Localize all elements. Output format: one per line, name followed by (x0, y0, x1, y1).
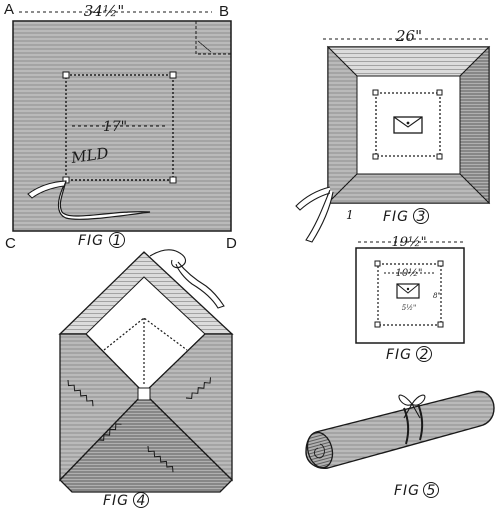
fig1-monogram: MLD (69, 144, 109, 167)
fig2-envelope-icon (396, 283, 420, 299)
fig5-number-circle (423, 482, 439, 498)
fig4-zigzag-right (185, 377, 212, 400)
fig1-napkin: 34½" A B C D 17" MLD FIG 1 (4, 1, 237, 252)
fig2-bottom-label: 5½" (402, 304, 416, 312)
fig4-ribbon (149, 249, 225, 309)
fig2-stitched-square (377, 263, 442, 326)
fig3-corner-br (436, 153, 443, 160)
fig1-corner-b: B (219, 3, 229, 20)
fig3-number: 3 (417, 209, 426, 225)
fig2-corner-tl (374, 260, 381, 267)
fig4-number: 4 (137, 493, 146, 509)
fig5-ribbon-band-1 (403, 407, 410, 445)
fig5-caption: FIG (394, 483, 420, 499)
fig1-inner-corner-br (169, 176, 177, 184)
fig1-inner-corner-tr (169, 71, 177, 79)
fig3-marker: 1 (346, 208, 354, 222)
fig2-number-circle (416, 346, 432, 362)
fig5-roll-end (306, 431, 334, 469)
fig1-number: 1 (113, 233, 122, 249)
fig1-inner-stitched-square (65, 74, 174, 181)
fig3-bevel-bottom (326, 173, 491, 204)
fig4-zigzag-bottom-right (147, 445, 174, 473)
fig1-width-label: 34½" (84, 2, 125, 20)
fig4-center-tab (137, 387, 151, 401)
fig3-ribbon (295, 186, 334, 243)
fig5-roll-spiral (313, 443, 325, 459)
fig2-outer-label: 19½" (391, 235, 426, 250)
fig5-ribbon-bow (398, 394, 426, 419)
fig4-zigzag-bottom-left (97, 423, 122, 441)
fig3-corner-bl (372, 153, 379, 160)
fig3-stitched-square (375, 92, 441, 157)
fig1-caption: FIG (78, 233, 104, 249)
fig4-zigzag-left (67, 379, 94, 407)
fig3-envelope-icon (393, 116, 423, 134)
fig1-corner-fold-mark (195, 21, 231, 55)
fig3-corner-tr (436, 89, 443, 96)
fig2-corner-br (437, 321, 444, 328)
fig3-width-label: 26" (395, 27, 422, 45)
fig5-ribbon-band-2 (417, 403, 424, 441)
fig5-roll-body (305, 390, 495, 469)
fig2-caption: FIG (386, 347, 412, 363)
fig2-corner-bl (374, 321, 381, 328)
fig4-stitch-line (103, 317, 188, 351)
fig1-corner-d: D (226, 235, 237, 252)
fig5-number: 5 (427, 483, 436, 499)
fig1-number-circle (109, 232, 125, 248)
fig2-number: 2 (420, 347, 429, 363)
fig5-rolled-napkin: FIG 5 (305, 390, 495, 499)
fig2-inner-label: 10½" (395, 268, 422, 279)
fig2-corner-tr (437, 260, 444, 267)
fig4-caption: FIG (103, 493, 129, 509)
fig4-bottom-flap (59, 392, 233, 493)
fig1-corner-c: C (5, 235, 16, 252)
fig3-folded-napkin: 26" 1 FIG 3 (295, 27, 491, 243)
fig1-inner-corner-tl (62, 71, 70, 79)
fig3-number-circle (413, 208, 429, 224)
fig1-fold-diagonal (197, 40, 212, 53)
fig1-inner-label: 17" (103, 119, 127, 135)
fig3-caption: FIG (383, 209, 409, 225)
fig1-corner-a: A (4, 1, 14, 18)
fig2-side-label: 8" (433, 292, 441, 300)
fig1-ribbon-tail (27, 180, 67, 199)
fig2-napkin-plan: 19½" 10½" 8" 5½" FIG 2 (355, 235, 465, 363)
fig3-corner-tl (372, 89, 379, 96)
fig4-number-circle (133, 492, 149, 508)
fig4-envelope-fold: FIG 4 (58, 249, 234, 509)
